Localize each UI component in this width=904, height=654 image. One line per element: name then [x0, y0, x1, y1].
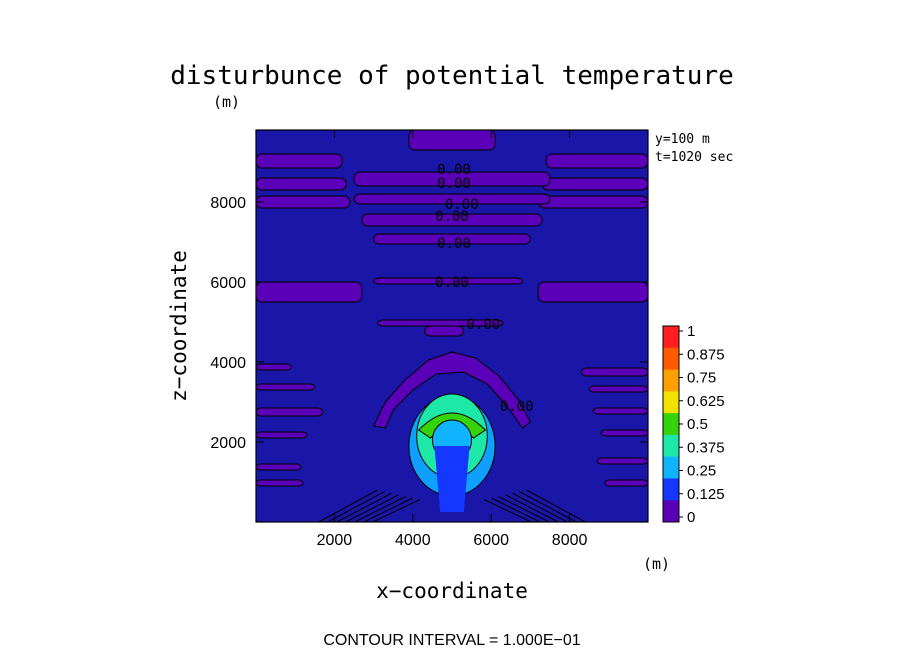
purple-lobe-7	[588, 385, 649, 393]
colorbar-swatch-1	[663, 347, 679, 371]
colorbar-label-3: 0.625	[687, 393, 725, 410]
contour-streak-left-0	[318, 489, 378, 523]
contour-streak-left-3	[345, 494, 399, 523]
colorbar: 1 0.875 0.75 0.625 0.5 0.375 0.25 0.125 0	[662, 323, 725, 526]
contour-streak-right-0	[526, 489, 586, 523]
colorbar-label-1: 0.875	[687, 346, 725, 363]
colorbar-label-5: 0.375	[687, 439, 725, 456]
purple-band-2	[545, 153, 649, 169]
purple-band-1	[255, 153, 343, 169]
x-tick-label-0: 2000	[317, 532, 353, 549]
purple-lobe-8	[592, 407, 649, 415]
colorbar-swatch-3	[663, 391, 679, 414]
purple-lobe-11	[604, 479, 649, 487]
x-axis-label: x−coordinate	[376, 579, 528, 603]
contour-label-2: 0.00	[445, 197, 479, 213]
contour-label-1: 0.00	[437, 176, 471, 192]
contour-streak-right-6	[483, 499, 532, 523]
contour-streak-right-3	[505, 494, 559, 523]
purple-band-7	[537, 195, 649, 209]
plot-frame	[255, 129, 649, 523]
colorbar-label-6: 0.25	[687, 463, 716, 480]
contour-label-6: 0.00	[467, 317, 501, 333]
annotation-y: y=100 m	[655, 132, 710, 147]
y-tick-label-3: 8000	[210, 195, 246, 212]
colorbar-label-8: 0	[687, 509, 695, 526]
chart-title: disturbunce of potential temperature	[170, 61, 734, 91]
bubble-stem	[434, 446, 470, 512]
contour-streak-left-4	[354, 495, 406, 523]
plot-area: 0.000.000.000.000.000.000.000.00	[255, 129, 649, 523]
contour-label-7: 0.00	[500, 399, 534, 415]
colorbar-swatch-6	[663, 456, 679, 479]
y-unit-label: (m)	[213, 93, 240, 111]
contour-label-5: 0.00	[435, 275, 469, 291]
colorbar-swatch-0	[663, 326, 679, 349]
purple-lobe-9	[600, 429, 649, 437]
contour-streak-left-6	[372, 499, 421, 523]
purple-lobe-10	[596, 457, 649, 465]
purple-lobe-6	[580, 367, 649, 377]
purple-band-12	[255, 281, 363, 303]
contour-streak-right-5	[490, 497, 541, 523]
purple-band-4	[541, 177, 649, 191]
x-unit-label: (m)	[643, 555, 670, 573]
purple-arch	[372, 351, 532, 429]
annotation-t: t=1020 sec	[655, 150, 733, 165]
purple-lobe-5	[255, 479, 304, 487]
y-tick-label-0: 2000	[210, 435, 246, 452]
purple-band-11	[373, 277, 524, 285]
contour-streak-left-2	[336, 492, 392, 523]
purple-band-15	[424, 325, 465, 337]
purple-band-3	[255, 177, 347, 191]
contour-label-4: 0.00	[437, 236, 471, 252]
colorbar-label-7: 0.125	[687, 486, 725, 503]
purple-band-10	[373, 233, 531, 245]
y-tick-label-1: 4000	[210, 355, 246, 372]
contour-labels: 0.000.000.000.000.000.000.000.00	[435, 162, 533, 415]
y-tick-label-2: 6000	[210, 275, 246, 292]
colorbar-label-0: 1	[687, 323, 695, 340]
colorbar-label-2: 0.75	[687, 370, 716, 387]
purple-lobe-4	[255, 463, 302, 471]
contour-streak-left-5	[363, 497, 414, 523]
contour-label-0: 0.00	[437, 162, 471, 178]
purple-lobe-0	[255, 363, 292, 371]
y-axis-ticks: 2000 4000 6000 8000	[210, 195, 648, 452]
purple-band-8	[353, 193, 551, 205]
colorbar-label-4: 0.5	[687, 416, 708, 433]
x-tick-label-3: 8000	[552, 532, 588, 549]
y-axis-label: z−coordinate	[167, 250, 191, 402]
purple-lobe-3	[255, 431, 308, 439]
contour-lines	[318, 489, 586, 523]
colorbar-swatch-2	[663, 369, 679, 392]
contour-interval-note: CONTOUR INTERVAL = 1.000E−01	[323, 632, 580, 649]
purple-band-0	[408, 129, 496, 151]
purple-lobe-1	[255, 383, 316, 391]
contour-label-3: 0.00	[435, 209, 469, 225]
purple-band-13	[537, 281, 649, 303]
x-axis-ticks: 2000 4000 6000 8000	[317, 130, 588, 549]
purple-lobe-2	[255, 407, 324, 417]
contour-streak-left-1	[327, 491, 385, 523]
contour-streak-right-2	[512, 492, 568, 523]
purple-band-5	[353, 171, 551, 187]
colorbar-swatch-7	[663, 478, 679, 501]
thermal-bubble	[408, 393, 496, 512]
x-tick-label-2: 6000	[473, 532, 509, 549]
colorbar-swatch-8	[663, 500, 679, 523]
colorbar-swatch-5	[663, 434, 679, 458]
purple-band-6	[255, 195, 351, 209]
contour-streak-right-1	[519, 491, 577, 523]
purple-band-9	[361, 213, 543, 227]
colorbar-swatch-4	[663, 413, 679, 436]
x-tick-label-1: 4000	[395, 532, 431, 549]
contour-streak-right-4	[498, 495, 550, 523]
